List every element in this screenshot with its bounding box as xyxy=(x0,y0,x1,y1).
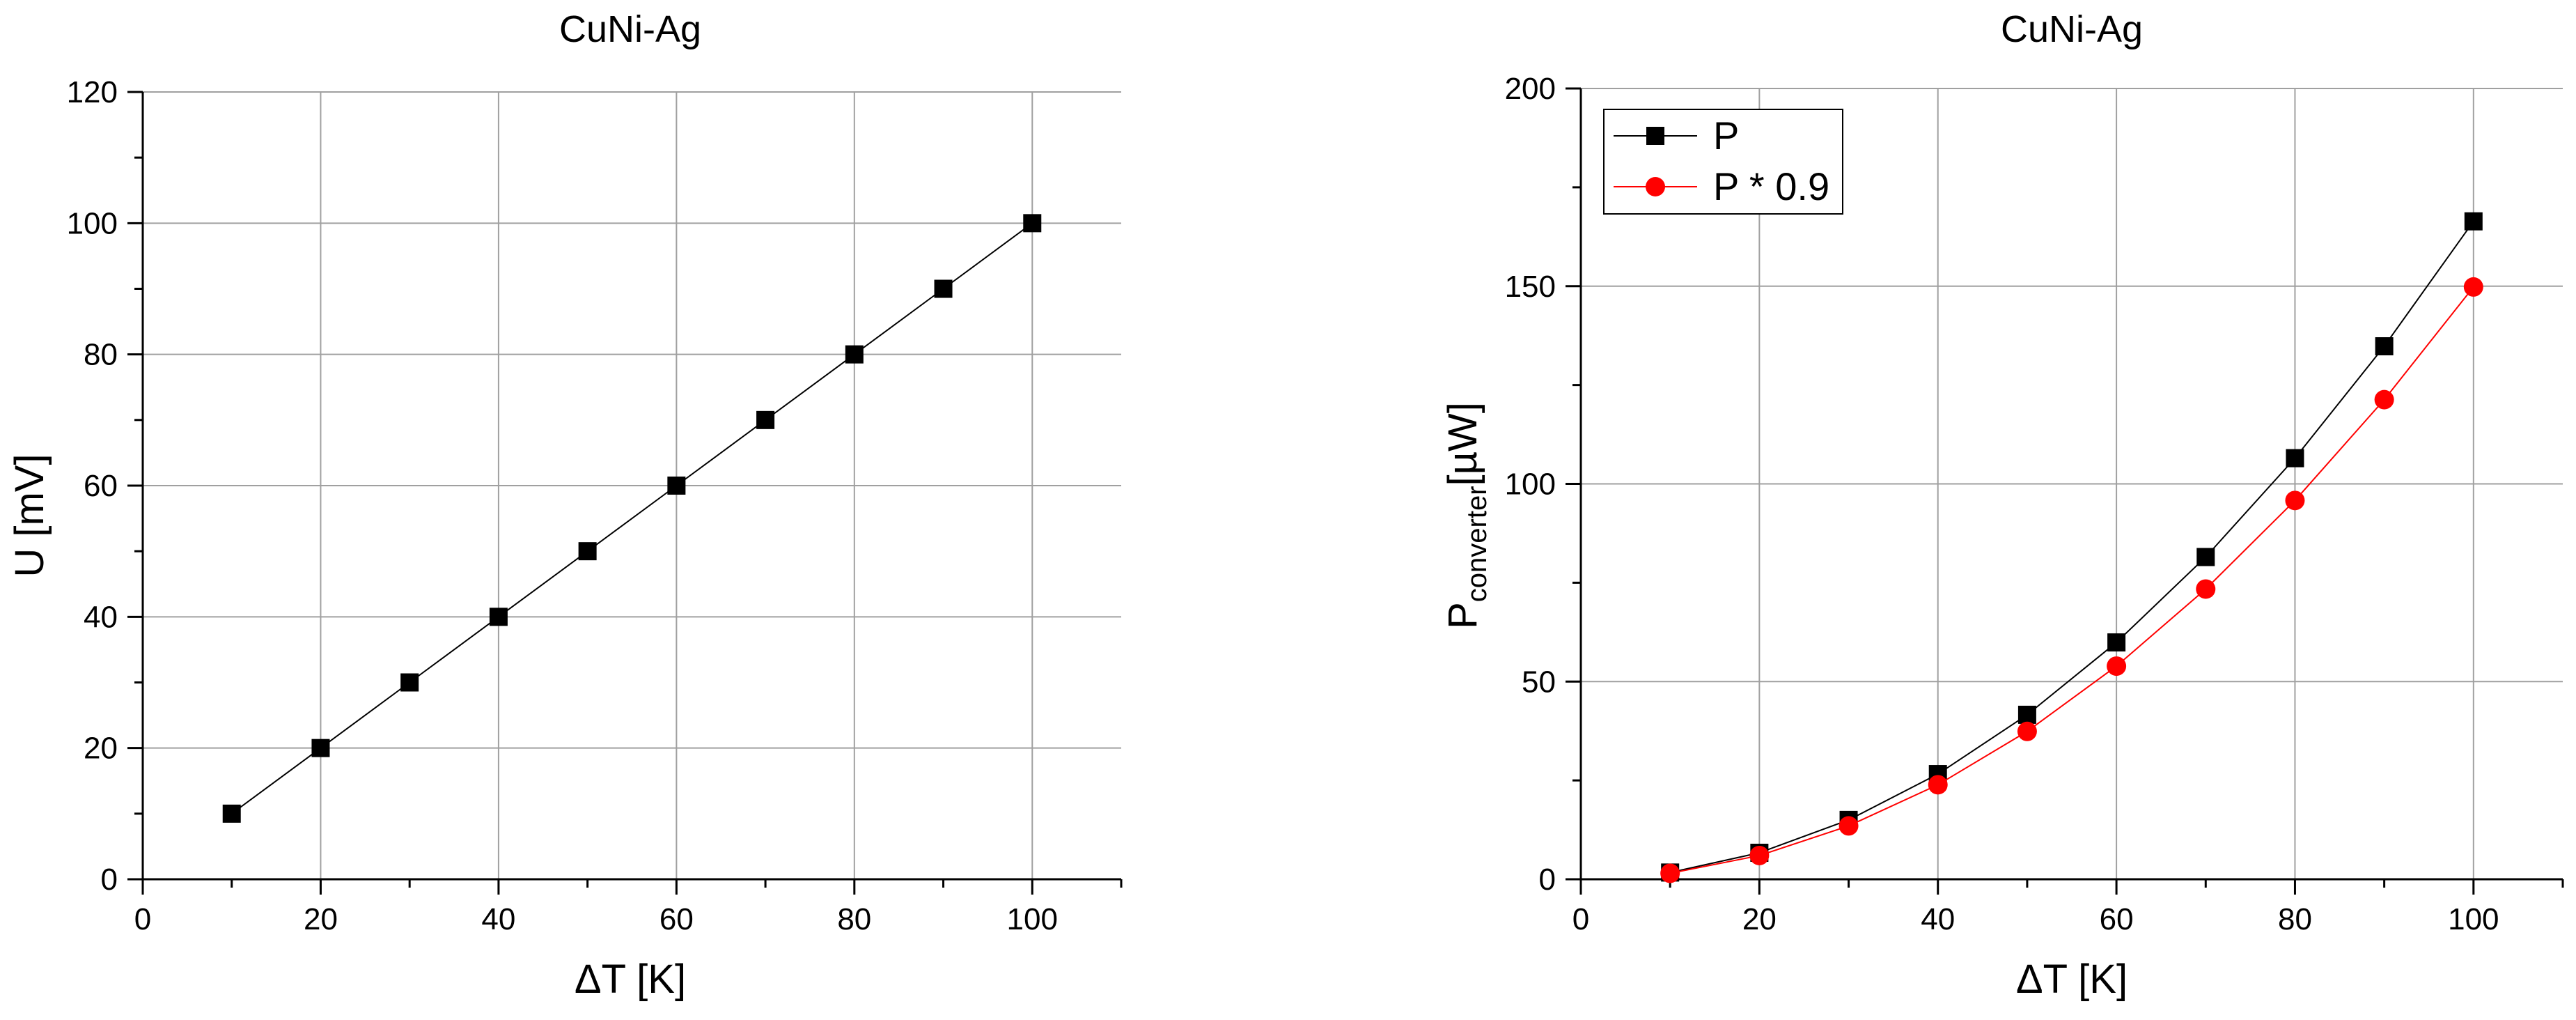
data-point xyxy=(400,673,419,692)
y-tick-label: 80 xyxy=(84,338,118,372)
gridlines xyxy=(1581,88,2563,879)
y-tick-label: 100 xyxy=(1505,468,1556,502)
ticks xyxy=(1566,87,2564,895)
x-tick-label: 60 xyxy=(659,902,694,936)
x-tick-label: 80 xyxy=(837,902,871,936)
x-tick-label: 40 xyxy=(481,902,515,936)
data-point xyxy=(2464,212,2483,231)
y-tick-label: 100 xyxy=(67,206,118,240)
data-point xyxy=(756,410,775,429)
data-point xyxy=(1928,775,1948,795)
data-point xyxy=(2107,633,2126,652)
data-point xyxy=(2196,579,2216,599)
x-tick-labels: 0 20 40 60 80 100 xyxy=(134,902,1058,936)
x-tick-label: 100 xyxy=(1007,902,1058,936)
data-point xyxy=(1660,863,1680,883)
x-tick-label: 40 xyxy=(1921,902,1955,936)
y-tick-label: 20 xyxy=(84,732,118,766)
legend-marker-p xyxy=(1646,127,1664,145)
data-point xyxy=(2017,721,2037,741)
y-axis-label-subscript: converter xyxy=(1462,486,1492,602)
x-axis-label: ΔT [K] xyxy=(2016,957,2128,1002)
data-point xyxy=(2463,277,2483,297)
chart-title: CuNi-Ag xyxy=(2001,8,2143,50)
data-point xyxy=(1839,816,1859,836)
series-layer xyxy=(1660,212,2483,883)
data-point xyxy=(311,739,330,757)
data-point xyxy=(1749,845,1770,865)
series-line xyxy=(1669,286,2474,874)
data-point xyxy=(845,345,864,364)
data-point xyxy=(489,608,508,626)
data-point xyxy=(2374,389,2394,410)
x-axis-label: ΔT [K] xyxy=(575,957,686,1002)
x-tick-label: 20 xyxy=(304,902,338,936)
x-tick-label: 60 xyxy=(2100,902,2134,936)
y-axis-label-main: P xyxy=(1440,602,1485,629)
y-axis-label: U [mV] xyxy=(7,454,52,577)
chart-title: CuNi-Ag xyxy=(559,8,701,50)
x-tick-label: 80 xyxy=(2278,902,2312,936)
x-tick-label: 20 xyxy=(1742,902,1777,936)
y-tick-label: 0 xyxy=(101,863,118,897)
ticks xyxy=(127,91,1123,895)
data-point xyxy=(2375,337,2394,356)
x-tick-label: 0 xyxy=(134,902,151,936)
data-point xyxy=(578,542,597,561)
series-line xyxy=(1669,221,2474,874)
y-tick-label: 60 xyxy=(84,469,118,503)
y-axis-label: Pconverter[µW] xyxy=(1440,402,1492,629)
y-tick-label: 150 xyxy=(1505,270,1556,304)
gridlines xyxy=(143,91,1121,879)
y-tick-label: 50 xyxy=(1522,665,1556,699)
data-point xyxy=(2286,449,2304,468)
legend-label-p09: P * 0.9 xyxy=(1713,164,1829,208)
legend-box xyxy=(1603,109,1843,215)
x-tick-label: 100 xyxy=(2448,902,2499,936)
data-point xyxy=(2285,490,2305,511)
data-point xyxy=(667,477,686,495)
y-tick-labels: 0 20 40 60 80 100 120 xyxy=(67,75,118,897)
data-point xyxy=(2196,548,2215,566)
legend-marker-p09 xyxy=(1646,177,1665,196)
legend: P P * 0.9 xyxy=(1603,109,1843,215)
y-tick-label: 120 xyxy=(67,75,118,109)
data-point xyxy=(222,804,241,823)
series-layer xyxy=(222,214,1042,823)
chart-power: CuNi-Ag 0 20 40 60 80 100 0 50 100 150 200 ΔT [K]… xyxy=(1440,8,2564,1002)
legend-label-p: P xyxy=(1713,114,1739,157)
y-axis-label-unit: [µW] xyxy=(1440,402,1485,486)
y-tick-label: 40 xyxy=(84,600,118,634)
data-point xyxy=(934,279,953,298)
y-tick-label: 0 xyxy=(1539,863,1556,897)
y-tick-labels: 0 50 100 150 200 xyxy=(1505,72,1556,897)
data-point xyxy=(1023,214,1042,233)
data-point xyxy=(2107,656,2127,677)
series-line xyxy=(231,222,1033,814)
data-point xyxy=(2017,705,2036,724)
x-tick-label: 0 xyxy=(1572,902,1589,936)
x-tick-labels: 0 20 40 60 80 100 xyxy=(1572,902,2499,936)
y-tick-label: 200 xyxy=(1505,72,1556,106)
chart-voltage: CuNi-Ag 0 20 40 60 80 100 0 20 40 60 80 100 120 ΔT … xyxy=(7,8,1123,1002)
